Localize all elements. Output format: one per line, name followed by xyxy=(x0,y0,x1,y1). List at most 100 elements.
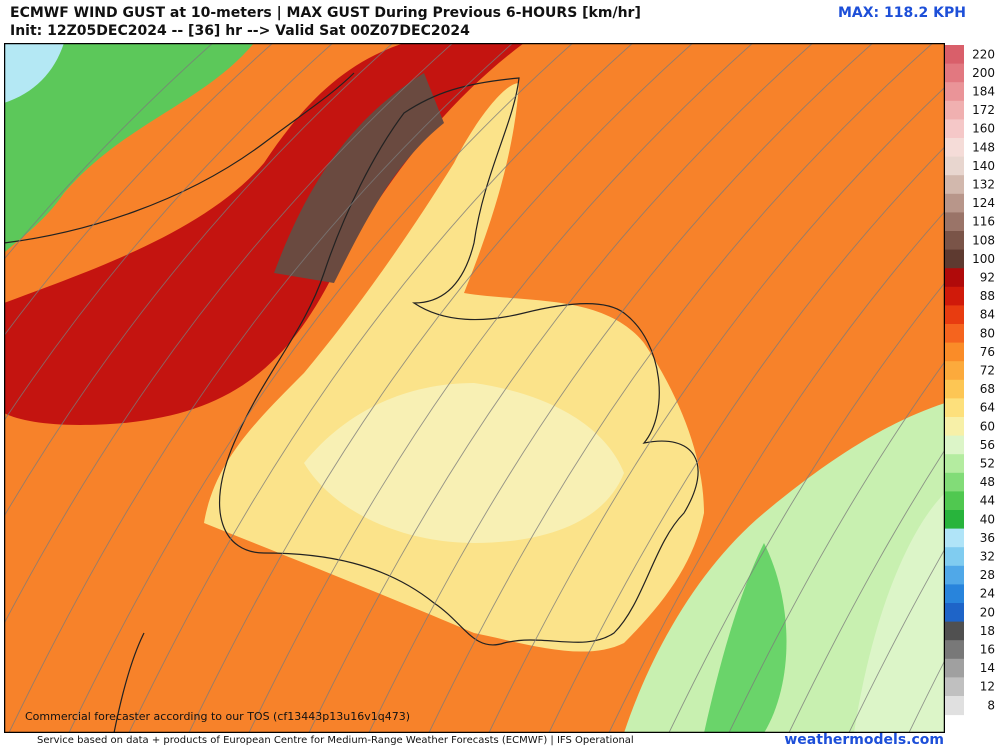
colorbar-swatch xyxy=(945,658,964,678)
colorbar-swatch xyxy=(945,175,964,195)
field-pale xyxy=(304,383,624,543)
streamline xyxy=(848,548,945,733)
colorbar-swatch xyxy=(945,193,964,213)
colorbar-label: 88 xyxy=(980,289,995,303)
colorbar-label: 14 xyxy=(980,661,995,675)
colorbar-swatch xyxy=(945,119,964,139)
colorbar-swatch xyxy=(945,640,964,660)
colorbar-swatch xyxy=(945,491,964,511)
streamline xyxy=(128,43,634,733)
streamline xyxy=(428,43,934,733)
colorbar-swatch xyxy=(945,565,964,585)
field-green xyxy=(4,43,254,253)
colorbar-label: 20 xyxy=(980,605,995,619)
map xyxy=(4,43,945,733)
colorbar-swatch xyxy=(945,435,964,455)
colorbar-swatch xyxy=(945,510,964,530)
colorbar-swatch xyxy=(945,528,964,548)
colorbar-swatch xyxy=(945,361,964,381)
colorbar-swatch xyxy=(945,547,964,567)
colorbar-swatch xyxy=(945,268,964,288)
colorbar-label: 44 xyxy=(980,494,995,508)
colorbar-label: 12 xyxy=(980,680,995,694)
colorbar-label: 184 xyxy=(972,85,995,99)
colorbar-label: 132 xyxy=(972,178,995,192)
colorbar-label: 160 xyxy=(972,122,995,136)
colorbar-swatch xyxy=(945,63,964,83)
colorbar-swatch xyxy=(945,417,964,437)
streamline xyxy=(668,281,945,733)
colorbar-swatch xyxy=(945,100,964,120)
colorbar-label: 40 xyxy=(980,512,995,526)
colorbar-label: 18 xyxy=(980,624,995,638)
colorbar-label: 68 xyxy=(980,382,995,396)
colorbar-swatch xyxy=(945,212,964,232)
colorbar-label: 100 xyxy=(972,252,995,266)
colorbar-swatch xyxy=(945,379,964,399)
colorbar-swatch xyxy=(945,584,964,604)
colorbar: 2202001841721601481401321241161081009288… xyxy=(945,45,995,716)
colorbar-label: 84 xyxy=(980,308,995,322)
title: ECMWF WIND GUST at 10-meters | MAX GUST … xyxy=(10,5,641,21)
streamline xyxy=(4,43,394,518)
streamline xyxy=(4,43,454,625)
colorbar-label: 72 xyxy=(980,364,995,378)
colorbar-label: 16 xyxy=(980,643,995,657)
colorbar-label: 140 xyxy=(972,159,995,173)
coastline-labrador xyxy=(4,72,355,244)
brand: weathermodels.com xyxy=(784,732,944,748)
footer-credit: Service based on data + products of Euro… xyxy=(37,735,634,746)
disclaimer: Commercial forecaster according to our T… xyxy=(25,710,410,723)
colorbar-label: 28 xyxy=(980,568,995,582)
subtitle: Init: 12Z05DEC2024 -- [36] hr --> Valid … xyxy=(10,23,470,39)
colorbar-swatch xyxy=(945,305,964,325)
colorbar-label: 52 xyxy=(980,457,995,471)
colorbar-label: 36 xyxy=(980,531,995,545)
colorbar-swatch xyxy=(945,286,964,306)
colorbar-swatch xyxy=(945,398,964,418)
streamline xyxy=(188,43,694,733)
streamline xyxy=(488,86,945,733)
field-green-east xyxy=(704,543,787,733)
colorbar-swatch xyxy=(945,454,964,474)
colorbar-label: 80 xyxy=(980,326,995,340)
colorbar-label: 56 xyxy=(980,438,995,452)
field-lightgreen xyxy=(624,403,945,733)
streamline xyxy=(4,43,274,337)
colorbar-swatch xyxy=(945,249,964,269)
colorbar-label: 24 xyxy=(980,587,995,601)
colorbar-swatch xyxy=(945,45,964,65)
streamline xyxy=(608,210,945,733)
colorbar-swatch xyxy=(945,696,964,716)
streamline xyxy=(308,43,814,733)
colorbar-label: 124 xyxy=(972,196,995,210)
map-frame xyxy=(4,43,945,733)
streamline xyxy=(368,43,874,733)
colorbar-label: 172 xyxy=(972,103,995,117)
streamline xyxy=(68,43,574,733)
colorbar-label: 64 xyxy=(980,401,995,415)
colorbar-label: 32 xyxy=(980,550,995,564)
colorbar-swatch xyxy=(945,156,964,176)
colorbar-label: 76 xyxy=(980,345,995,359)
field-lightgreen-east xyxy=(854,493,945,733)
colorbar-label: 148 xyxy=(972,140,995,154)
streamlines xyxy=(4,43,945,733)
colorbar-label: 200 xyxy=(972,66,995,80)
colorbar-swatch xyxy=(945,472,964,492)
field-blue xyxy=(4,43,64,103)
colorbar-label: 108 xyxy=(972,233,995,247)
colorbar-swatch xyxy=(945,342,964,362)
colorbar-swatch xyxy=(945,324,964,344)
colorbar-swatch xyxy=(945,138,964,158)
colorbar-swatch xyxy=(945,82,964,102)
colorbar-label: 220 xyxy=(972,47,995,61)
streamline xyxy=(728,360,945,733)
colorbar-label: 60 xyxy=(980,419,995,433)
streamline xyxy=(248,43,754,733)
streamline xyxy=(4,43,334,422)
streamline xyxy=(8,43,514,733)
coastline xyxy=(219,77,699,646)
colorbar-label: 8 xyxy=(987,698,995,712)
